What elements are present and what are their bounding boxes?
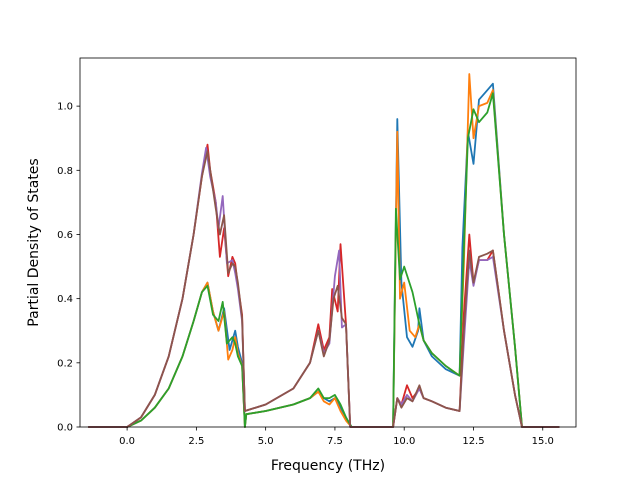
series-line-3 [88,92,560,428]
series-line-4 [88,143,560,428]
x-tick-label: 2.5 [188,436,204,447]
x-tick-label: 7.5 [327,436,343,447]
y-tick-label: 0.2 [57,358,73,369]
series-line-6 [88,150,560,428]
y-tick-label: 0.4 [57,294,73,305]
x-axis-ticks: 0.0 2.5 5.0 7.5 10.0 12.5 15.0 [119,427,554,447]
x-tick-label: 0.0 [119,436,135,447]
y-axis-ticks: 0.0 0.2 0.4 0.6 0.8 1.0 [57,102,80,434]
x-tick-label: 15.0 [532,436,554,447]
y-tick-label: 1.0 [57,102,73,113]
x-tick-label: 12.5 [462,436,484,447]
y-axis-label: Partial Density of States [26,158,42,326]
y-tick-label: 0.0 [57,423,73,434]
series-line-1 [88,82,560,428]
series-line-2 [88,73,560,428]
y-tick-label: 0.6 [57,230,73,241]
x-tick-label: 5.0 [258,436,274,447]
plot-frame [79,57,577,428]
x-axis-label: Frequency (THz) [271,458,385,474]
series-lines [88,73,560,428]
y-tick-label: 0.8 [57,166,73,177]
x-tick-label: 10.0 [393,436,415,447]
